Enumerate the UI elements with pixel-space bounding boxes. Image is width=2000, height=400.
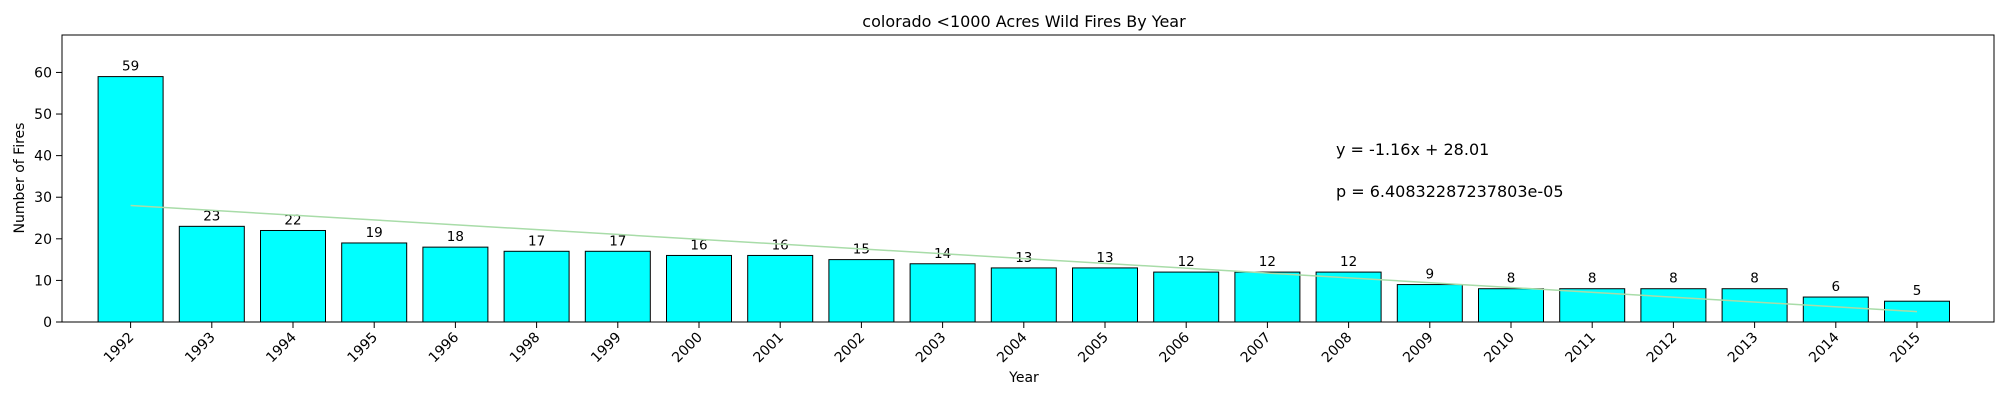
x-tick-label: 2012: [1644, 330, 1681, 367]
bar: [1721, 288, 1788, 323]
x-tick-label: 2015: [1887, 330, 1924, 367]
y-tick-label: 50: [34, 107, 52, 123]
bar-value-label: 8: [1750, 271, 1759, 287]
bar: [503, 250, 570, 323]
x-tick-label: 2006: [1157, 329, 1194, 366]
bar-value-label: 6: [1832, 279, 1841, 295]
p-value-annotation: p = 6.40832287237803e-05: [1336, 182, 1564, 201]
x-axis-label: Year: [1008, 370, 1039, 386]
x-tick-label: 1994: [263, 329, 300, 366]
bar: [909, 263, 976, 323]
x-tick-label: 1998: [507, 330, 544, 367]
bar: [178, 225, 245, 323]
bar-value-label: 8: [1588, 271, 1597, 287]
bar-value-label: 18: [447, 229, 464, 245]
bar: [1234, 271, 1301, 323]
bar: [1153, 271, 1220, 323]
x-tick-label: 2005: [1075, 330, 1112, 367]
bar-value-label: 59: [122, 59, 139, 75]
x-tick-label: 1995: [345, 330, 382, 367]
bar-value-label: 16: [772, 237, 789, 253]
bar-value-label: 8: [1507, 271, 1516, 287]
x-tick-label: 2011: [1563, 330, 1600, 367]
bar: [1802, 296, 1869, 323]
x-tick-label: 2008: [1319, 330, 1356, 367]
bar-value-label: 17: [528, 233, 545, 249]
bar-value-label: 8: [1669, 271, 1678, 287]
bar-value-label: 22: [284, 212, 301, 228]
y-tick-label: 20: [34, 232, 52, 248]
bar: [260, 229, 326, 323]
bar-value-label: 16: [690, 237, 707, 253]
y-tick-label: 10: [34, 273, 52, 289]
bar-value-label: 12: [1259, 254, 1276, 270]
y-tick-label: 60: [34, 65, 52, 81]
bar: [341, 242, 408, 323]
bar: [828, 259, 895, 323]
plot-frame: [61, 34, 1995, 323]
x-tick-label: 2004: [994, 329, 1031, 366]
bar-value-label: 17: [609, 233, 626, 249]
chart-title: colorado <1000 Acres Wild Fires By Year: [862, 12, 1186, 31]
bar: [990, 267, 1057, 323]
bar: [584, 250, 651, 323]
bar-value-label: 23: [203, 208, 220, 224]
bar: [1315, 271, 1382, 323]
trendline-equation: y = -1.16x + 28.01: [1336, 140, 1489, 159]
bar-value-label: 13: [1096, 250, 1113, 266]
x-tick-label: 2000: [669, 330, 706, 367]
bar: [747, 254, 814, 323]
x-tick-label: 1993: [182, 330, 219, 367]
y-tick-label: 40: [34, 149, 52, 165]
bar: [666, 254, 732, 323]
bar: [1640, 288, 1707, 323]
x-tick-label: 2010: [1481, 330, 1518, 367]
bar: [1478, 288, 1544, 323]
trendline: [130, 204, 1918, 313]
bar: [1072, 267, 1138, 323]
x-tick-label: 1992: [101, 330, 138, 367]
bar-value-label: 12: [1178, 254, 1195, 270]
x-tick-label: 2001: [751, 330, 788, 367]
y-tick-label: 0: [43, 315, 52, 331]
x-tick-label: 2014: [1806, 329, 1843, 366]
x-tick-label: 1999: [588, 330, 625, 367]
x-tick-label: 2007: [1238, 330, 1275, 367]
bar: [422, 246, 489, 323]
y-tick-label: 30: [34, 190, 52, 206]
x-tick-label: 2003: [913, 330, 950, 367]
bar-value-label: 12: [1340, 254, 1357, 270]
bar: [97, 76, 164, 323]
bar-value-label: 9: [1426, 267, 1435, 283]
x-tick-label: 2009: [1400, 330, 1437, 367]
x-tick-label: 1996: [426, 329, 463, 366]
x-tick-label: 2002: [832, 330, 869, 367]
bar-value-label: 5: [1913, 283, 1922, 299]
bar: [1396, 284, 1463, 323]
bar-value-label: 19: [366, 225, 383, 241]
y-axis-label: Number of Fires: [12, 123, 28, 234]
x-tick-label: 2013: [1725, 330, 1762, 367]
